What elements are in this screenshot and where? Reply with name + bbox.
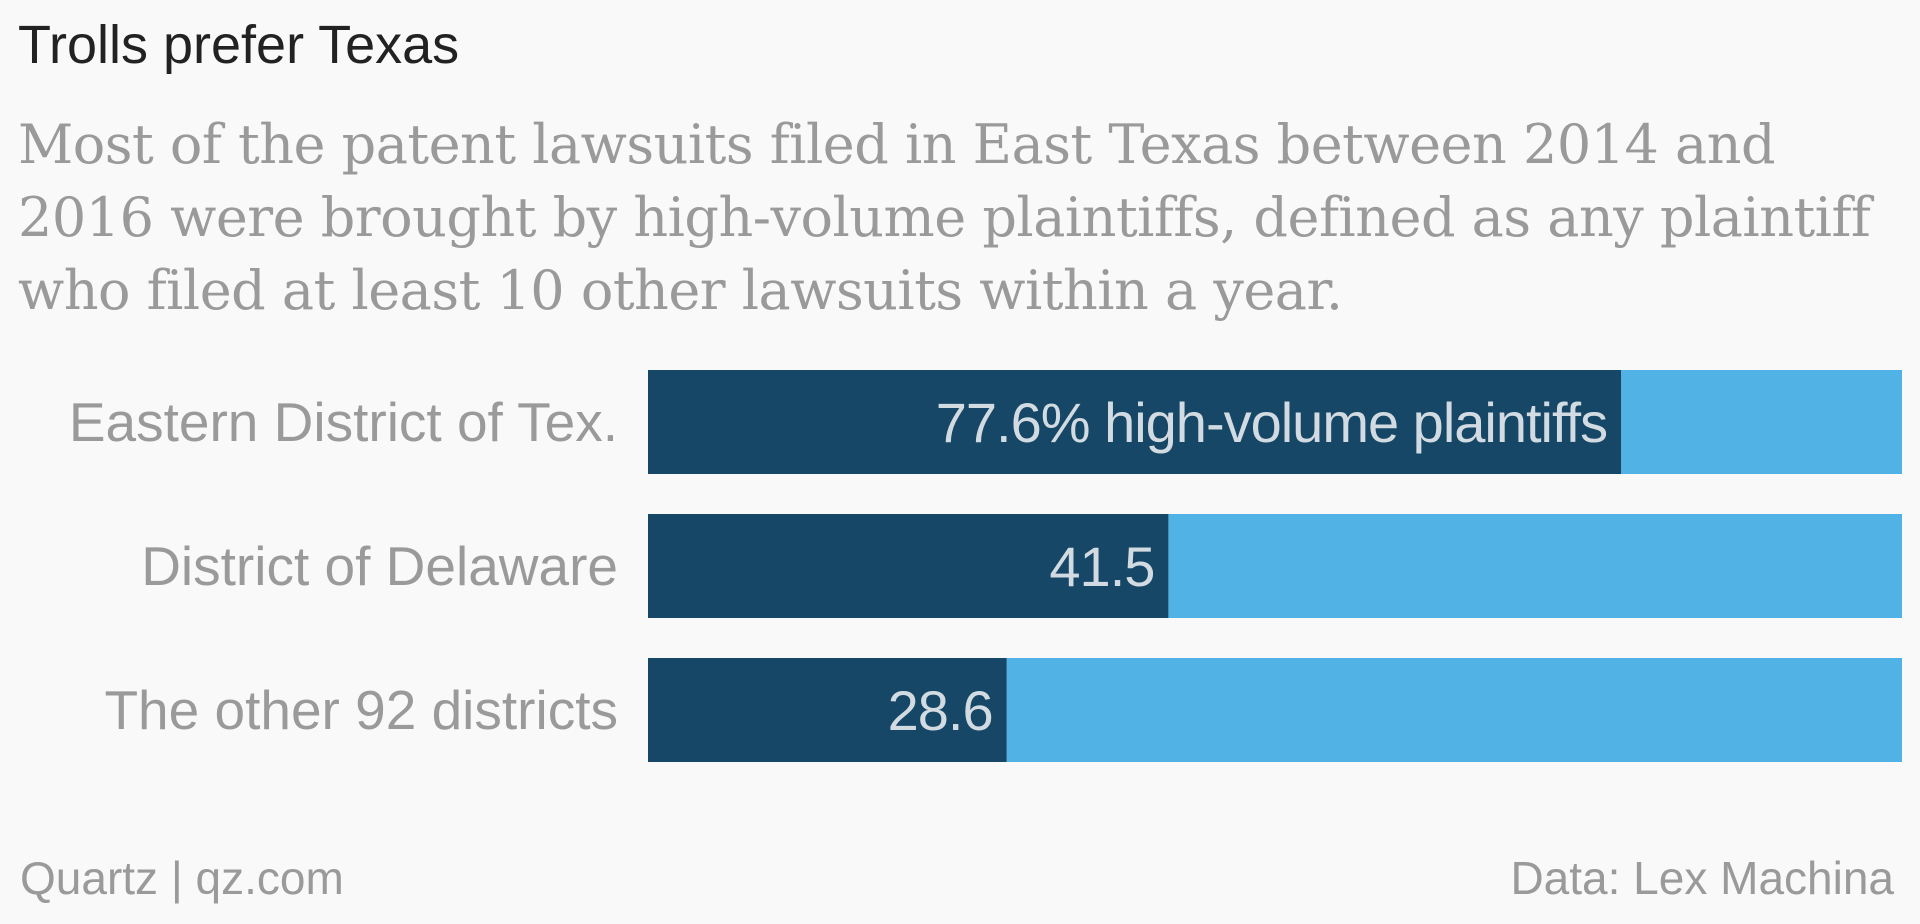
bar-value-label: 28.6 [888, 679, 993, 742]
bar-high-volume-segment [648, 514, 1169, 618]
category-label: District of Delaware [141, 535, 618, 597]
bar-value-label: 41.5 [1049, 535, 1154, 598]
category-label: The other 92 districts [104, 679, 618, 741]
bar-high-volume-segment [648, 370, 1622, 474]
footer-source-credit: Quartz | qz.com [20, 852, 344, 904]
bar-high-volume-segment [648, 658, 1007, 762]
footer-data-credit: Data: Lex Machina [1510, 852, 1894, 904]
bar-value-label: 77.6% high-volume plaintiffs [936, 391, 1607, 454]
bar-remainder-segment [1006, 658, 1902, 762]
bar-remainder-segment [1168, 514, 1902, 618]
chart-subtitle: Most of the patent lawsuits filed in Eas… [18, 113, 1871, 322]
category-label: Eastern District of Tex. [69, 391, 618, 453]
chart-title: Trolls prefer Texas [18, 15, 460, 75]
bar-remainder-segment [1621, 370, 1902, 474]
